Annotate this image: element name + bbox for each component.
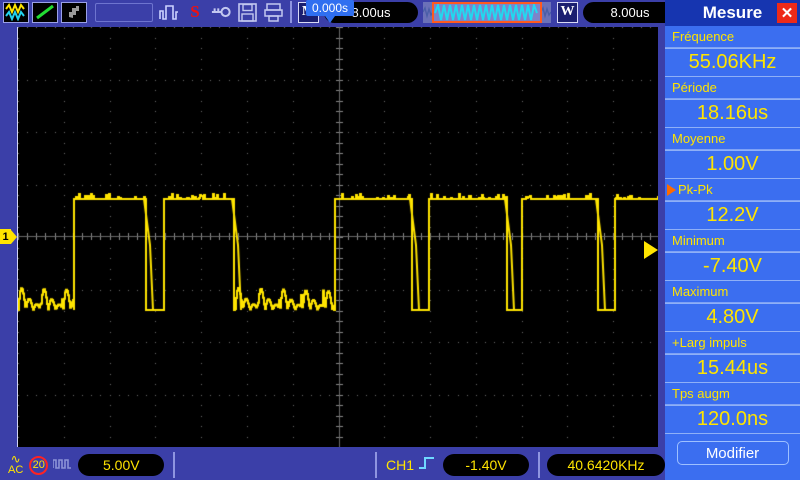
measure-label: Tps augm xyxy=(665,383,800,405)
rising-edge-glyph xyxy=(419,456,434,469)
ch1-marker-tip xyxy=(11,229,17,244)
measure-label-text: Minimum xyxy=(672,233,725,248)
ch1-marker-label: 1 xyxy=(0,229,11,244)
measure-label-text: +Larg impuls xyxy=(672,335,747,350)
measure-row[interactable]: Moyenne 1.00V xyxy=(665,128,800,179)
measure-label-text: Période xyxy=(672,80,717,95)
ramp-line-icon[interactable] xyxy=(32,1,58,23)
measure-label-text: Maximum xyxy=(672,284,729,299)
status-bar: ∿ AC 20 5.00V CH1 -1.40V 40.6420KHz xyxy=(0,450,665,480)
measure-label-text: Moyenne xyxy=(672,131,726,146)
zoom-window-box[interactable] xyxy=(432,1,542,23)
measure-row[interactable]: Fréquence 55.06KHz xyxy=(665,26,800,77)
measure-value: 18.16us xyxy=(665,99,800,128)
measure-label: Maximum xyxy=(665,281,800,303)
measure-value: 4.80V xyxy=(665,303,800,332)
time-position-marker[interactable]: 0.000s xyxy=(306,0,355,23)
printer-glyph xyxy=(263,2,283,22)
measure-panel: Mesure ✕ Fréquence 55.06KHz Période 18.16us… xyxy=(665,0,800,480)
modify-button[interactable]: Modifier xyxy=(676,441,789,465)
pulse-measure-icon[interactable] xyxy=(159,2,179,23)
bandwidth-limit-badge[interactable]: 20 xyxy=(29,455,49,475)
floppy-glyph xyxy=(237,2,257,22)
close-icon[interactable]: ✕ xyxy=(777,3,797,23)
status-divider-3 xyxy=(538,452,540,478)
trigger-frequency-value[interactable]: 40.6420KHz xyxy=(547,454,665,476)
dual-wave-glyph xyxy=(5,3,25,21)
measure-value: 15.44us xyxy=(665,354,800,383)
measure-value: 1.00V xyxy=(665,150,800,179)
measure-label: +Larg impuls xyxy=(665,332,800,354)
measure-label-text: Pk-Pk xyxy=(678,182,713,197)
ch1-trace xyxy=(18,27,658,447)
pulse-measure-glyph xyxy=(159,4,178,20)
measure-value: 55.06KHz xyxy=(665,48,800,77)
measure-row[interactable]: Période 18.16us xyxy=(665,77,800,128)
measure-row[interactable]: Minimum -7.40V xyxy=(665,230,800,281)
key-glyph xyxy=(211,6,231,18)
measure-value: -7.40V xyxy=(665,252,800,281)
ch1-ground-marker[interactable]: 1 xyxy=(0,228,17,245)
probe-square-glyph xyxy=(52,459,72,469)
coupling-icon[interactable]: ∿ AC xyxy=(8,452,24,477)
trigger-channel-label[interactable]: CH1 xyxy=(385,457,414,473)
blank-field[interactable] xyxy=(95,2,153,22)
measure-value: 12.2V xyxy=(665,201,800,230)
measure-label: Moyenne xyxy=(665,128,800,150)
trigger-level-marker[interactable] xyxy=(644,241,658,259)
status-divider-1 xyxy=(173,452,176,478)
window-timebase-letter[interactable]: W xyxy=(557,1,578,23)
noise-blob-icon[interactable] xyxy=(61,1,87,23)
measure-row[interactable]: Pk-Pk 12.2V xyxy=(665,179,800,230)
measure-label-text: Tps augm xyxy=(672,386,730,401)
measure-header: Mesure ✕ xyxy=(665,0,800,26)
window-preview-wave xyxy=(423,5,551,19)
measure-row[interactable]: +Larg impuls 15.44us xyxy=(665,332,800,383)
volts-per-div-value[interactable]: 5.00V xyxy=(78,454,165,476)
measure-row[interactable]: Maximum 4.80V xyxy=(665,281,800,332)
measure-list: Fréquence 55.06KHz Période 18.16us Moyenne 1.… xyxy=(665,26,800,434)
coupling-label: AC xyxy=(8,464,24,477)
measure-label: Fréquence xyxy=(665,26,800,48)
ramp-line-glyph xyxy=(36,4,54,20)
window-wave-glyph xyxy=(434,3,538,20)
measure-row[interactable]: Tps augm 120.0ns xyxy=(665,383,800,434)
trigger-slope-icon[interactable] xyxy=(418,454,436,477)
measure-label: Période xyxy=(665,77,800,99)
toolbar-divider xyxy=(290,1,292,23)
selection-arrow-icon xyxy=(667,183,676,196)
measure-label-text: Fréquence xyxy=(672,29,735,44)
trigger-level-value[interactable]: -1.40V xyxy=(443,454,529,476)
noise-blob-glyph xyxy=(69,6,79,18)
window-preview[interactable] xyxy=(423,1,551,23)
measure-label: Pk-Pk xyxy=(665,179,800,201)
measure-title: Mesure xyxy=(702,3,763,22)
key-icon[interactable] xyxy=(211,2,231,23)
probe-square-icon[interactable] xyxy=(52,456,72,474)
status-divider-2 xyxy=(374,452,377,478)
waveform-display[interactable] xyxy=(17,27,658,447)
measure-label: Minimum xyxy=(665,230,800,252)
measure-value: 120.0ns xyxy=(665,405,800,434)
window-timebase-value[interactable]: 8.00us xyxy=(583,1,677,23)
letter-s-icon[interactable]: S xyxy=(190,2,200,21)
save-floppy-icon[interactable] xyxy=(237,2,257,23)
print-icon[interactable] xyxy=(263,2,283,23)
dual-wave-icon[interactable] xyxy=(3,1,29,23)
coupling-wave-glyph: ∿ xyxy=(10,452,21,467)
